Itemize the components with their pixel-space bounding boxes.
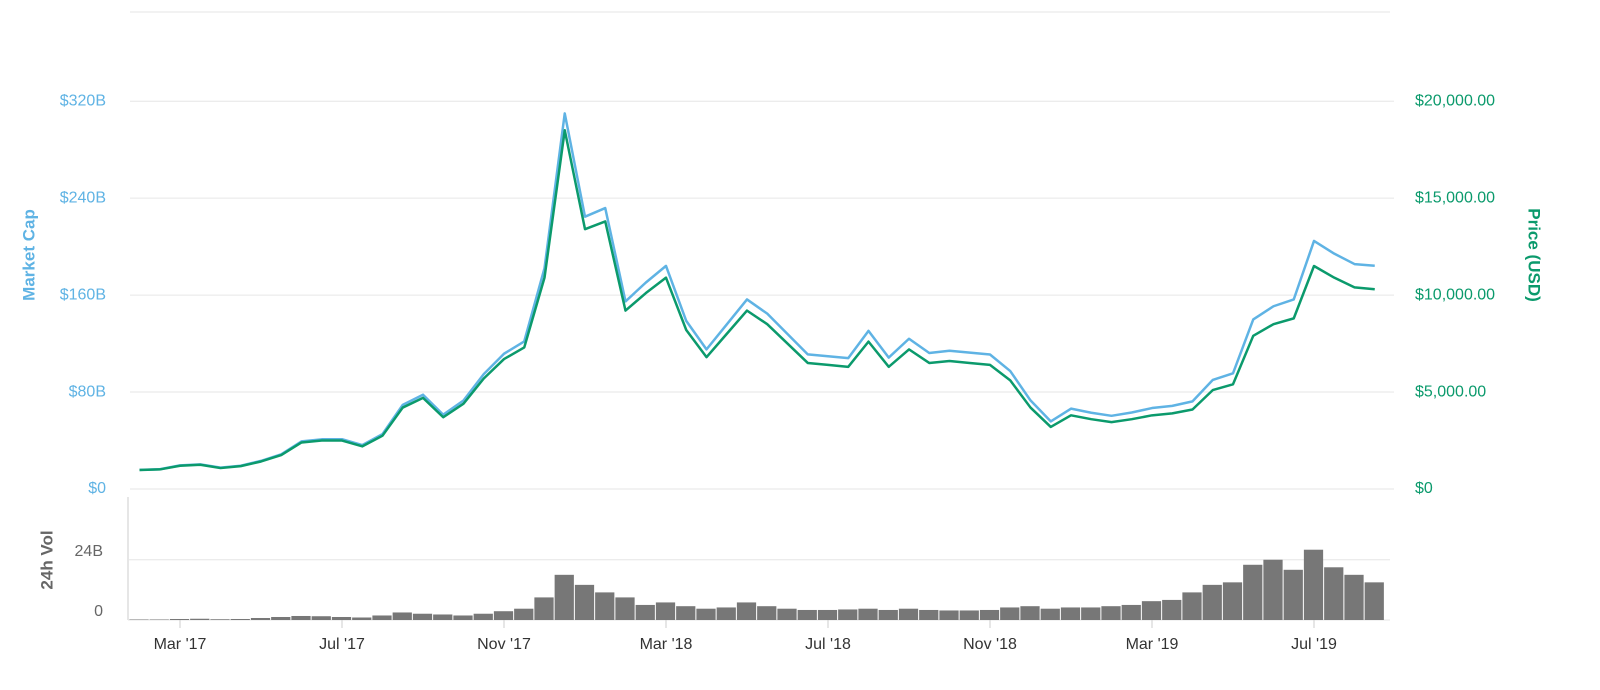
volume-bar (453, 615, 473, 620)
volume-bar (190, 618, 210, 620)
volume-bar (1263, 559, 1283, 620)
volume-bar (676, 606, 696, 620)
y-tick-label: $160B (60, 286, 106, 303)
volume-bar (1040, 608, 1060, 620)
volume-bar (1141, 601, 1162, 620)
y2-tick-label: $0 (1415, 480, 1433, 497)
volume-bar (1121, 604, 1141, 620)
volume-bar (574, 584, 595, 620)
volume-bar (331, 616, 352, 620)
volume-bar (838, 609, 858, 620)
volume-bar (919, 609, 939, 620)
x-tick-label: Jul '18 (805, 636, 851, 653)
volume-bar (635, 604, 655, 620)
volume-bar (898, 608, 919, 620)
volume-bar (716, 607, 736, 620)
x-tick-label: Mar '19 (1126, 636, 1179, 653)
y-tick-label: $0 (88, 480, 106, 497)
series-line (139, 129, 1375, 472)
volume-bar (655, 602, 676, 620)
volume-bar (1303, 549, 1324, 620)
x-tick-label: Jul '19 (1291, 636, 1337, 653)
volume-bar (736, 602, 757, 620)
volume-bar (817, 609, 838, 620)
volume-bar (615, 597, 635, 620)
x-tick-label: Nov '18 (963, 636, 1017, 653)
volume-bar (514, 608, 534, 620)
volume-bar (493, 611, 514, 620)
volume-bar (473, 613, 493, 620)
volume-bar (1060, 607, 1081, 620)
volume-bar (1081, 607, 1101, 620)
volume-bar (129, 619, 149, 620)
volume-bar (595, 592, 615, 620)
series-line (139, 112, 1375, 472)
y-axis-title: Market Cap (19, 209, 38, 301)
volume-bar (1000, 607, 1020, 620)
volume-bar (1344, 574, 1364, 620)
volume-bar (1202, 584, 1222, 620)
volume-bar (210, 619, 230, 620)
x-tick-label: Mar '17 (154, 636, 207, 653)
y-tick-label: $240B (60, 189, 106, 206)
y-tick-label: 24B (75, 543, 103, 560)
volume-bar (534, 597, 554, 620)
volume-bar (392, 612, 412, 620)
volume-bar (291, 615, 311, 620)
volume-bar (959, 610, 979, 620)
volume-bar (412, 613, 433, 620)
volume-bar (372, 615, 392, 620)
y-tick-label: $320B (60, 92, 106, 109)
volume-bar (169, 618, 190, 620)
x-tick-label: Mar '18 (640, 636, 693, 653)
volume-bar (1020, 606, 1040, 620)
volume-bar (939, 610, 959, 620)
volume-bar (878, 609, 898, 620)
x-tick-label: Nov '17 (477, 636, 531, 653)
volume-bar (433, 614, 453, 620)
volume-bar (777, 608, 797, 620)
volume-bar (250, 617, 271, 620)
y2-tick-label: $15,000.00 (1415, 189, 1495, 206)
volume-bar (757, 606, 777, 620)
volume-bar (858, 608, 878, 620)
volume-bar (1101, 606, 1121, 620)
volume-bar (149, 619, 169, 620)
x-tick-label: Jul '17 (319, 636, 365, 653)
y-tick-label: $80B (69, 383, 106, 400)
volume-bar (311, 616, 331, 620)
volume-bar (797, 609, 817, 620)
y2-tick-label: $10,000.00 (1415, 286, 1495, 303)
volume-bar (230, 618, 250, 620)
volume-bar (271, 616, 291, 620)
y2-tick-label: $20,000.00 (1415, 92, 1495, 109)
y2-tick-label: $5,000.00 (1415, 383, 1486, 400)
volume-bar (554, 574, 574, 620)
volume-bar (1364, 582, 1384, 620)
volume-bar (352, 617, 372, 620)
volume-axis-title: 24h Vol (37, 530, 56, 589)
y-tick-label: 0 (94, 603, 103, 620)
volume-bar (696, 608, 716, 620)
volume-bar (1324, 567, 1344, 620)
volume-bar (1283, 569, 1303, 620)
volume-bar (1222, 582, 1243, 620)
y2-axis-title: Price (USD) (1525, 208, 1544, 302)
volume-bar (979, 609, 1000, 620)
volume-bar (1182, 592, 1202, 620)
volume-bar (1162, 599, 1182, 620)
volume-bar (1243, 564, 1263, 620)
